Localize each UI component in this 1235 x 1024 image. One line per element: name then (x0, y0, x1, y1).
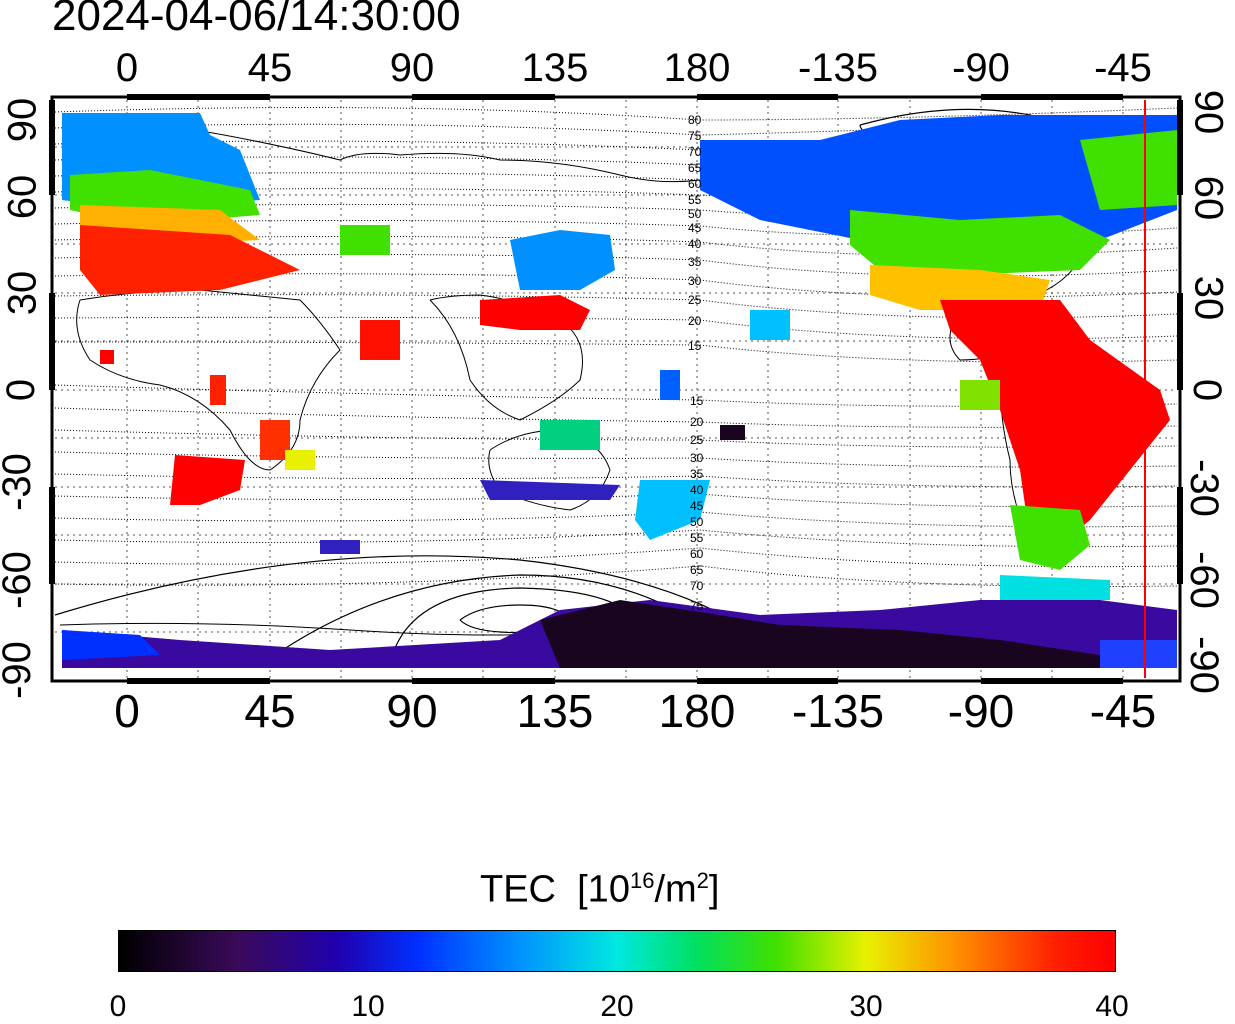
tec-japan-blue (510, 230, 615, 290)
tec-pacific-dark (720, 425, 745, 440)
contour-label-n-25: 25 (688, 293, 702, 307)
contour-labels-south: 15 20 25 30 35 40 45 50 55 60 65 70 75 (690, 394, 704, 613)
contour-label-s-35: 35 (690, 467, 704, 481)
lon-tick-top-m135: -135 (797, 46, 879, 90)
lon-tick-bottom-90: 90 (386, 685, 438, 737)
contour-label-n-60: 60 (688, 177, 702, 191)
lon-tick-top-180: 180 (663, 46, 731, 90)
lon-tick-top-45: 45 (247, 46, 293, 90)
timestamp: 2024-04-06/14:30:00 (52, 0, 461, 40)
contour-label-n-65: 65 (688, 161, 702, 175)
lon-tick-top-90: 90 (389, 46, 435, 90)
contour-label-n-70: 70 (688, 145, 702, 159)
contour-label-s-50: 50 (690, 515, 704, 529)
tec-europe-red (80, 225, 300, 295)
contour-label-n-15: 15 (688, 339, 702, 353)
tec-africa-south (170, 455, 245, 505)
lon-tick-top-0: 0 (115, 46, 139, 90)
contour-labels-north: 80 75 70 65 60 55 50 45 40 35 30 25 20 1… (688, 113, 702, 353)
colorbar (118, 930, 1116, 972)
colorbar-tick-10: 10 (351, 990, 385, 1023)
colorbar-title: TEC [1016/m2] (480, 868, 719, 912)
tec-polar-south-blue2 (1100, 640, 1177, 668)
lon-tick-bottom-m90: -90 (947, 685, 1015, 737)
contour-label-s-20: 20 (690, 415, 704, 429)
lon-tick-bottom-135: 135 (516, 685, 594, 737)
colorbar-unit-base: [10 (577, 868, 630, 911)
contour-label-s-40: 40 (690, 483, 704, 497)
frame-ticks (49, 94, 1183, 684)
contour-label-n-35: 35 (688, 255, 702, 269)
colorbar-unit-exp: 16 (629, 868, 655, 893)
tec-sa-red (940, 300, 1170, 545)
tec-greenland-green (1080, 130, 1177, 210)
lon-tick-bottom-0: 0 (114, 685, 140, 737)
contour-label-n-20: 20 (688, 314, 702, 328)
lon-tick-top-m45: -45 (1094, 46, 1152, 90)
colorbar-unit-exp2: 2 (696, 868, 709, 893)
contour-label-s-60: 60 (690, 547, 704, 561)
contour-label-s-25: 25 (690, 433, 704, 447)
contour-label-s-75: 75 (690, 599, 704, 613)
tec-sa-south (1010, 505, 1090, 570)
colorbar-unit-end: ] (708, 868, 720, 911)
tec-nz-cyan (635, 480, 710, 540)
contour-label-s-70: 70 (690, 579, 704, 593)
colorbar-tick-30: 30 (849, 990, 883, 1023)
colorbar-tick-40: 40 (1095, 990, 1129, 1023)
contour-label-s-45: 45 (690, 499, 704, 513)
lon-tick-top-135: 135 (521, 46, 589, 90)
tec-polar-south-dark (540, 600, 1100, 668)
lon-tick-bottom-180: 180 (658, 685, 736, 737)
contour-label-s-15: 15 (690, 394, 704, 408)
tec-japan-red (480, 295, 590, 330)
tec-data (62, 113, 1177, 668)
contour-label-n-40: 40 (688, 237, 702, 251)
contour-label-n-75: 75 (688, 129, 702, 143)
tec-sa-cyan (1000, 575, 1110, 600)
lon-tick-bottom-45: 45 (244, 685, 296, 737)
tec-polar-south-blue (62, 630, 160, 660)
contour-label-s-65: 65 (690, 563, 704, 577)
contour-label-n-55: 55 (688, 193, 702, 207)
contour-label-s-55: 55 (690, 531, 704, 545)
contour-label-s-30: 30 (690, 451, 704, 465)
contour-label-n-50: 50 (688, 207, 702, 221)
contour-label-n-30: 30 (688, 274, 702, 288)
lon-tick-top-m90: -90 (952, 46, 1010, 90)
lon-tick-bottom-m135: -135 (791, 685, 885, 737)
colorbar-unit-mid: /m (654, 868, 697, 911)
tec-na-green (850, 210, 1110, 275)
tec-na-yellow (870, 265, 1050, 310)
tec-aus-blue (480, 480, 620, 500)
tec-map: 80 75 70 65 60 55 50 45 40 35 30 25 20 1… (49, 94, 1183, 684)
lon-tick-bottom-m45: -45 (1089, 685, 1157, 737)
colorbar-label: TEC (480, 868, 556, 911)
colorbar-tick-20: 20 (600, 990, 634, 1023)
colorbar-tick-0: 0 (109, 990, 127, 1023)
contour-label-n-80: 80 (688, 113, 702, 127)
contour-label-n-45: 45 (688, 221, 702, 235)
